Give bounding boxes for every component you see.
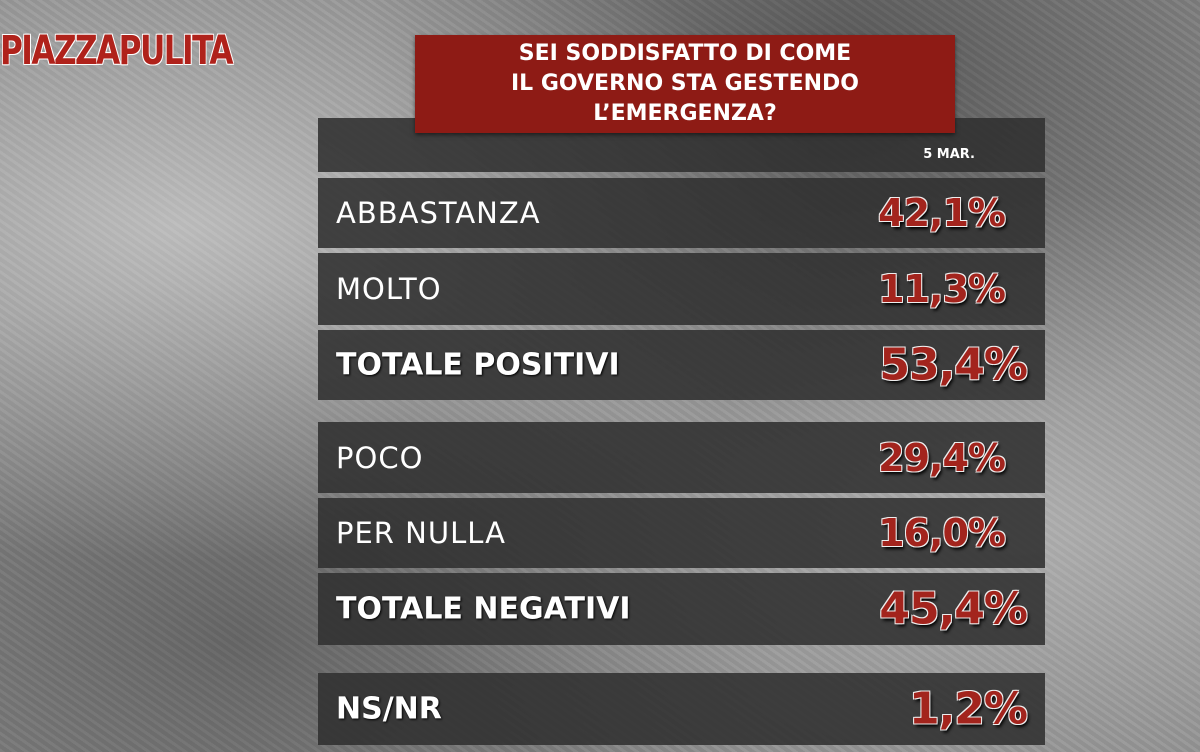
title-box: SEI SODDISFATTO DI COME IL GOVERNO STA G… bbox=[415, 35, 955, 133]
row-value: 42,1% bbox=[878, 191, 1006, 235]
row-value: 53,4% bbox=[879, 339, 1028, 391]
row-value: 45,4% bbox=[879, 583, 1028, 635]
column-header: 5 MAR. bbox=[923, 147, 975, 162]
row-label: NS/NR bbox=[336, 691, 442, 727]
row-label: TOTALE POSITIVI bbox=[336, 347, 620, 383]
table-row: TOTALE POSITIVI 53,4% bbox=[318, 330, 1045, 400]
row-value: 29,4% bbox=[878, 435, 1006, 480]
table-row: TOTALE NEGATIVI 45,4% bbox=[318, 573, 1045, 645]
table-row: MOLTO 11,3% bbox=[318, 253, 1045, 325]
title-line: L’EMERGENZA? bbox=[593, 101, 777, 126]
row-label: ABBASTANZA bbox=[336, 196, 541, 230]
row-label: PER NULLA bbox=[336, 516, 506, 550]
table-row: ABBASTANZA 42,1% bbox=[318, 178, 1045, 248]
row-label: TOTALE NEGATIVI bbox=[336, 591, 631, 627]
row-label: POCO bbox=[336, 440, 424, 475]
title-line: SEI SODDISFATTO DI COME bbox=[518, 41, 852, 66]
logo: PIAZZAPULITA bbox=[0, 28, 234, 74]
row-value: 11,3% bbox=[878, 267, 1006, 311]
table-row: POCO 29,4% bbox=[318, 422, 1045, 493]
row-label: MOLTO bbox=[336, 272, 442, 306]
table-row: NS/NR 1,2% bbox=[318, 673, 1045, 745]
table-row: PER NULLA 16,0% bbox=[318, 498, 1045, 568]
title-line: IL GOVERNO STA GESTENDO bbox=[511, 71, 859, 96]
row-value: 1,2% bbox=[908, 683, 1028, 735]
row-value: 16,0% bbox=[878, 511, 1006, 555]
